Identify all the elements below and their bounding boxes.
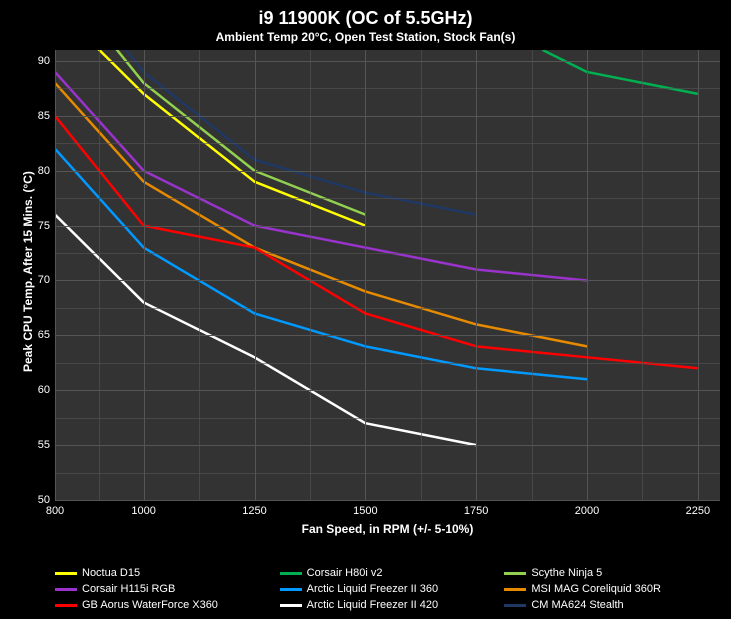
gridline-x-minor bbox=[532, 50, 533, 500]
legend-label: GB Aorus WaterForce X360 bbox=[82, 599, 218, 611]
y-tick-label: 80 bbox=[38, 165, 55, 177]
gridline-x-minor bbox=[642, 50, 643, 500]
legend-swatch bbox=[55, 572, 77, 575]
gridline-y bbox=[55, 445, 720, 446]
chart-container: i9 11900K (OC of 5.5GHz) Ambient Temp 20… bbox=[0, 0, 731, 619]
legend-item: MSI MAG Coreliquid 360R bbox=[504, 583, 721, 595]
legend-swatch bbox=[55, 604, 77, 607]
gridline-x bbox=[365, 50, 366, 500]
plot-area: 5055606570758085908001000125015001750200… bbox=[55, 50, 720, 500]
gridline-y-minor bbox=[55, 253, 720, 254]
gridline-y-minor bbox=[55, 363, 720, 364]
legend-swatch bbox=[504, 588, 526, 591]
x-tick-label: 800 bbox=[46, 500, 64, 517]
gridline-y bbox=[55, 171, 720, 172]
x-tick-label: 2250 bbox=[686, 500, 710, 517]
legend-swatch bbox=[504, 572, 526, 575]
legend-swatch bbox=[280, 572, 302, 575]
y-tick-label: 70 bbox=[38, 274, 55, 286]
gridline-x-minor bbox=[99, 50, 100, 500]
x-axis-title: Fan Speed, in RPM (+/- 5-10%) bbox=[55, 522, 720, 536]
legend-label: Noctua D15 bbox=[82, 567, 140, 579]
series-line bbox=[55, 149, 587, 379]
legend-label: Arctic Liquid Freezer II 420 bbox=[307, 599, 438, 611]
y-tick-label: 90 bbox=[38, 55, 55, 67]
x-tick-label: 2000 bbox=[575, 500, 599, 517]
legend-item: Scythe Ninja 5 bbox=[504, 567, 721, 579]
gridline-y-minor bbox=[55, 88, 720, 89]
gridline-y bbox=[55, 390, 720, 391]
legend-item: Corsair H115i RGB bbox=[55, 583, 272, 595]
legend-label: MSI MAG Coreliquid 360R bbox=[531, 583, 661, 595]
gridline-y-minor bbox=[55, 198, 720, 199]
gridline-y-minor bbox=[55, 143, 720, 144]
x-tick-label: 1250 bbox=[242, 500, 266, 517]
legend-swatch bbox=[504, 604, 526, 607]
gridline-x bbox=[144, 50, 145, 500]
legend-item: GB Aorus WaterForce X360 bbox=[55, 599, 272, 611]
y-tick-label: 75 bbox=[38, 220, 55, 232]
gridline-y bbox=[55, 280, 720, 281]
series-line bbox=[543, 50, 698, 94]
legend-label: CM MA624 Stealth bbox=[531, 599, 623, 611]
y-tick-label: 55 bbox=[38, 439, 55, 451]
series-line bbox=[55, 72, 587, 281]
legend-label: Scythe Ninja 5 bbox=[531, 567, 602, 579]
legend-item: Noctua D15 bbox=[55, 567, 272, 579]
gridline-x bbox=[476, 50, 477, 500]
gridline-y bbox=[55, 226, 720, 227]
series-line bbox=[55, 116, 698, 368]
chart-lines bbox=[55, 50, 720, 500]
gridline-y-minor bbox=[55, 418, 720, 419]
gridline-x bbox=[587, 50, 588, 500]
series-line bbox=[55, 215, 476, 445]
gridline-x-minor bbox=[310, 50, 311, 500]
legend-item: Corsair H80i v2 bbox=[280, 567, 497, 579]
gridline-x-minor bbox=[199, 50, 200, 500]
gridline-x bbox=[255, 50, 256, 500]
gridline-x-minor bbox=[421, 50, 422, 500]
gridline-x bbox=[698, 50, 699, 500]
y-axis-title: Peak CPU Temp. After 15 Mins. (°C) bbox=[21, 172, 35, 372]
x-tick-label: 1500 bbox=[353, 500, 377, 517]
y-tick-label: 85 bbox=[38, 110, 55, 122]
chart-title: i9 11900K (OC of 5.5GHz) bbox=[0, 8, 731, 29]
legend-swatch bbox=[280, 588, 302, 591]
legend-item: Arctic Liquid Freezer II 420 bbox=[280, 599, 497, 611]
y-tick-label: 65 bbox=[38, 329, 55, 341]
legend-item: Arctic Liquid Freezer II 360 bbox=[280, 583, 497, 595]
gridline-y bbox=[55, 116, 720, 117]
chart-legend: Noctua D15 Corsair H80i v2 Scythe Ninja 5 C… bbox=[55, 567, 721, 611]
legend-swatch bbox=[55, 588, 77, 591]
gridline-x bbox=[55, 50, 56, 500]
gridline-y-minor bbox=[55, 308, 720, 309]
legend-label: Arctic Liquid Freezer II 360 bbox=[307, 583, 438, 595]
gridline-y bbox=[55, 335, 720, 336]
gridline-y-minor bbox=[55, 473, 720, 474]
legend-label: Corsair H115i RGB bbox=[82, 583, 175, 595]
legend-item: CM MA624 Stealth bbox=[504, 599, 721, 611]
legend-swatch bbox=[280, 604, 302, 607]
y-tick-label: 60 bbox=[38, 384, 55, 396]
x-tick-label: 1000 bbox=[131, 500, 155, 517]
chart-subtitle: Ambient Temp 20°C, Open Test Station, St… bbox=[0, 30, 731, 44]
x-tick-label: 1750 bbox=[464, 500, 488, 517]
gridline-y bbox=[55, 61, 720, 62]
legend-label: Corsair H80i v2 bbox=[307, 567, 383, 579]
